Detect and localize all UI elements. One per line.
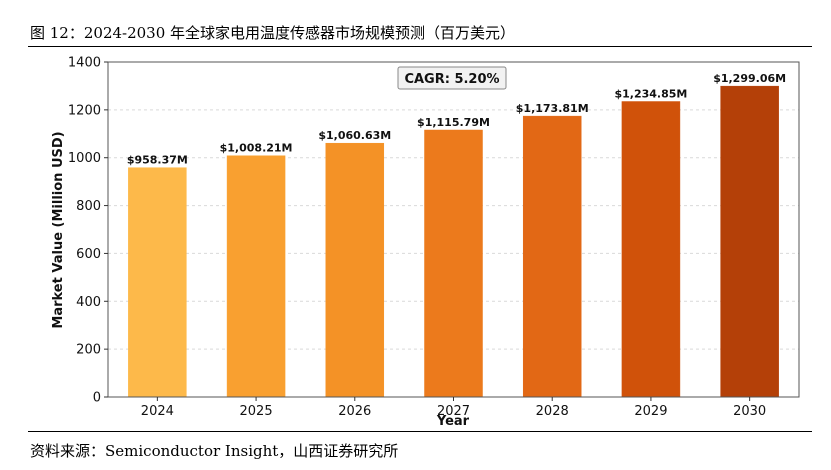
data-label-2029: $1,234.85M bbox=[614, 88, 687, 101]
x-tick-label-2027: 2027 bbox=[437, 404, 470, 419]
source-note: 资料来源：Semiconductor Insight，山西证券研究所 bbox=[30, 442, 399, 460]
y-axis-label: Market Value (Million USD) bbox=[51, 131, 66, 328]
y-tick-label: 600 bbox=[76, 247, 101, 262]
cagr-text: CAGR: 5.20% bbox=[404, 72, 499, 87]
bar-2024 bbox=[128, 167, 187, 398]
x-tick-label-2026: 2026 bbox=[338, 404, 371, 419]
bar-2029 bbox=[621, 101, 681, 398]
data-label-2025: $1,008.21M bbox=[220, 142, 293, 155]
x-tick-label-2029: 2029 bbox=[634, 404, 667, 419]
y-tick-label: 400 bbox=[76, 295, 101, 310]
bottom-rule bbox=[28, 431, 812, 432]
figure-title: 图 12：2024-2030 年全球家电用温度传感器市场规模预测（百万美元） bbox=[30, 24, 516, 42]
y-tick-label: 800 bbox=[76, 199, 101, 214]
cagr-box bbox=[397, 66, 507, 90]
cagr-annotation: CAGR: 5.20% bbox=[397, 66, 507, 90]
grid-lines bbox=[108, 109, 799, 350]
bar-2028 bbox=[522, 115, 582, 398]
y-tick-label: 200 bbox=[76, 343, 101, 358]
data-labels: $958.37M $1,008.21M $1,060.63M $1,115.79M $1… bbox=[127, 72, 786, 167]
data-label-2028: $1,173.81M bbox=[516, 102, 589, 115]
bar-2026 bbox=[325, 142, 385, 398]
y-ticks: 0 200 400 600 800 1000 1200 1400 bbox=[68, 56, 108, 406]
x-tick-label-2028: 2028 bbox=[536, 404, 569, 419]
bar-2030 bbox=[720, 85, 779, 398]
x-ticks: 2024 2025 2026 2027 2028 2029 2030 bbox=[141, 397, 766, 419]
x-axis-label: Year bbox=[436, 414, 470, 429]
data-label-2030: $1,299.06M bbox=[713, 72, 786, 85]
data-label-2024: $958.37M bbox=[127, 154, 188, 167]
x-tick-label-2030: 2030 bbox=[733, 404, 766, 419]
bar-2025 bbox=[226, 155, 286, 398]
x-tick-label-2025: 2025 bbox=[240, 404, 273, 419]
bars bbox=[128, 85, 779, 398]
y-tick-label: 0 bbox=[93, 391, 101, 406]
data-label-2026: $1,060.63M bbox=[318, 129, 391, 142]
top-rule bbox=[28, 46, 812, 47]
data-label-2027: $1,115.79M bbox=[417, 116, 490, 129]
y-tick-label: 1200 bbox=[68, 103, 101, 118]
y-tick-label: 1400 bbox=[68, 56, 101, 71]
x-tick-label-2024: 2024 bbox=[141, 404, 174, 419]
y-tick-label: 1000 bbox=[68, 151, 101, 166]
bar-2027 bbox=[424, 129, 483, 398]
